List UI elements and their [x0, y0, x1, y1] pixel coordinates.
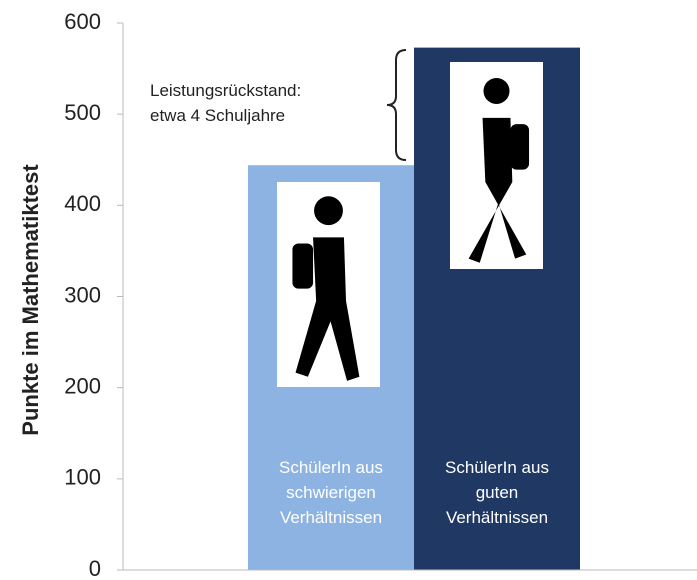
silhouette-body [295, 237, 360, 381]
y-tick-label: 300 [64, 282, 101, 307]
silhouette-backpack [292, 243, 314, 289]
silhouette-backpack [510, 124, 530, 170]
bracket [386, 49, 407, 161]
silhouette-head [483, 77, 510, 105]
y-tick-label: 200 [64, 373, 101, 398]
y-tick-label: 100 [64, 465, 101, 490]
category-label: SchülerIn aus guten Verhältnissen [445, 458, 549, 527]
annotation: Leistungsrückstand: etwa 4 Schuljahre [150, 81, 302, 125]
y-tick-label: 400 [64, 191, 101, 216]
y-tick-label: 500 [64, 100, 101, 125]
y-tick-label: 600 [64, 9, 101, 34]
category-label: SchülerIn aus schwierigen Verhältnissen [279, 458, 383, 527]
silhouette-body [468, 117, 527, 263]
y-tick-label: 0 [89, 556, 101, 580]
y-axis-label: Punkte im Mathematiktest [18, 164, 43, 436]
silhouette-head [314, 196, 343, 226]
